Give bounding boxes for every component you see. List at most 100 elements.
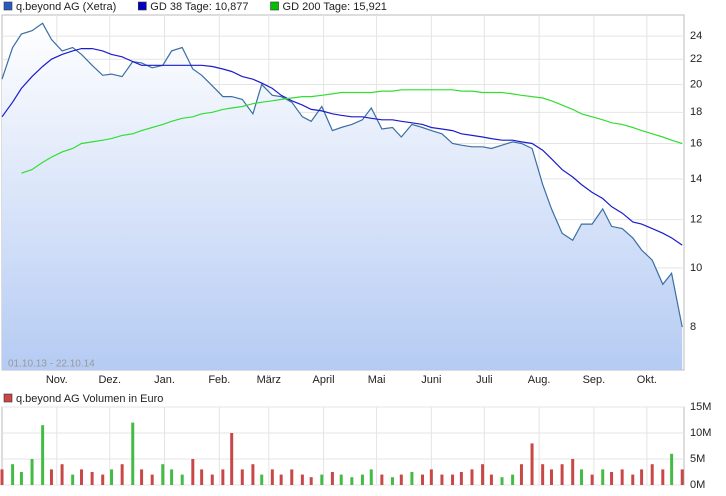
y-tick-label: 12 bbox=[690, 214, 702, 226]
volume-bar bbox=[131, 422, 135, 485]
volume-bar bbox=[530, 443, 534, 485]
x-tick-label: Nov. bbox=[46, 374, 68, 386]
y-tick-label: 22 bbox=[690, 53, 702, 65]
volume-bar bbox=[440, 474, 444, 485]
volume-bar bbox=[640, 469, 644, 485]
volume-bar bbox=[0, 469, 4, 485]
y-tick-label: 10 bbox=[690, 262, 702, 274]
volume-bar bbox=[80, 469, 84, 485]
volume-bar bbox=[601, 469, 605, 485]
volume-bar bbox=[610, 472, 614, 485]
y-tick-label: 14 bbox=[690, 173, 702, 185]
volume-bar bbox=[270, 469, 274, 485]
volume-bar bbox=[631, 474, 635, 485]
volume-bar bbox=[650, 464, 654, 485]
volume-bar bbox=[19, 472, 23, 485]
volume-bar bbox=[511, 474, 515, 485]
volume-bar bbox=[350, 477, 354, 485]
volume-frame bbox=[1, 406, 685, 486]
y-tick-label: 24 bbox=[690, 30, 702, 42]
volume-bar bbox=[339, 474, 343, 485]
volume-bar bbox=[481, 464, 485, 485]
volume-bar bbox=[421, 474, 425, 485]
x-tick-label: Sep. bbox=[583, 374, 606, 386]
volume-bar bbox=[90, 472, 94, 485]
volume-bar bbox=[41, 425, 45, 485]
x-tick-label: April bbox=[313, 374, 335, 386]
volume-bar bbox=[140, 469, 144, 485]
volume-bar bbox=[470, 469, 474, 485]
volume-bar bbox=[101, 474, 105, 485]
volume-bar bbox=[459, 472, 463, 485]
volume-bar bbox=[180, 474, 184, 485]
volume-bar bbox=[360, 474, 364, 485]
volume-bar bbox=[410, 472, 414, 485]
volume-bar bbox=[661, 469, 665, 485]
volume-bar bbox=[150, 474, 154, 485]
legend-label: q.beyond AG (Xetra) bbox=[16, 1, 116, 13]
y-tick-label: 10M bbox=[690, 427, 711, 439]
volume-bar bbox=[191, 459, 195, 485]
volume-bar bbox=[120, 464, 124, 485]
volume-bar bbox=[429, 469, 433, 485]
volume-bar bbox=[380, 474, 384, 485]
volume-bar bbox=[240, 469, 244, 485]
volume-bar bbox=[399, 474, 403, 485]
volume-bar bbox=[571, 459, 575, 485]
volume-bar bbox=[519, 464, 523, 485]
y-tick-label: 20 bbox=[690, 78, 702, 90]
y-tick-label: 15M bbox=[690, 401, 711, 413]
volume-bar bbox=[560, 464, 564, 485]
y-tick-label: 16 bbox=[690, 137, 702, 149]
date-range: 01.10.13 - 22.10.14 bbox=[8, 359, 95, 370]
volume-bar bbox=[71, 474, 75, 485]
legend-swatch bbox=[3, 1, 13, 11]
x-tick-label: Okt. bbox=[637, 374, 657, 386]
x-tick-label: Mai bbox=[368, 374, 386, 386]
volume-bar bbox=[221, 469, 225, 485]
volume-bar bbox=[251, 464, 255, 485]
legend-swatch bbox=[137, 1, 147, 11]
volume-bar bbox=[330, 472, 334, 485]
volume-bar bbox=[170, 469, 174, 485]
x-tick-label: Dez. bbox=[98, 374, 121, 386]
volume-bar bbox=[290, 469, 294, 485]
volume-bar bbox=[680, 469, 684, 485]
y-tick-label: 5M bbox=[690, 453, 705, 465]
volume-bar bbox=[620, 469, 624, 485]
volume-bar bbox=[451, 474, 455, 485]
volume-bar bbox=[390, 477, 394, 485]
volume-bar bbox=[110, 469, 114, 485]
volume-bar bbox=[580, 469, 584, 485]
volume-bar bbox=[549, 469, 553, 485]
volume-bar bbox=[161, 464, 165, 485]
volume-bar bbox=[11, 464, 15, 485]
price-area bbox=[2, 23, 683, 371]
legend-label: GD 200 Tage: 15,921 bbox=[283, 1, 387, 13]
volume-bar bbox=[309, 477, 313, 485]
volume-bar bbox=[590, 474, 594, 485]
volume-bar bbox=[489, 474, 493, 485]
volume-bar bbox=[260, 474, 264, 485]
x-tick-label: Jan. bbox=[154, 374, 175, 386]
x-tick-label: Aug. bbox=[528, 374, 551, 386]
series-line bbox=[1, 22, 683, 328]
x-tick-label: Feb. bbox=[208, 374, 230, 386]
volume-bar bbox=[279, 474, 283, 485]
volume-bar bbox=[30, 459, 34, 485]
legend-label: GD 38 Tage: 10,877 bbox=[150, 1, 248, 13]
series-line bbox=[1, 48, 683, 246]
volume-bar bbox=[60, 464, 64, 485]
legend-swatch bbox=[3, 393, 13, 403]
volume-bar bbox=[49, 469, 53, 485]
volume-bar bbox=[500, 477, 504, 485]
volume-bar bbox=[670, 453, 674, 485]
x-tick-label: Juli bbox=[476, 374, 493, 386]
legend-label: q.beyond AG Volumen in Euro bbox=[16, 393, 163, 405]
y-tick-label: 8 bbox=[690, 321, 696, 333]
volume-bar bbox=[230, 433, 234, 485]
x-tick-label: Juni bbox=[421, 374, 441, 386]
series-line bbox=[21, 89, 683, 174]
y-tick-label: 0M bbox=[690, 479, 705, 491]
